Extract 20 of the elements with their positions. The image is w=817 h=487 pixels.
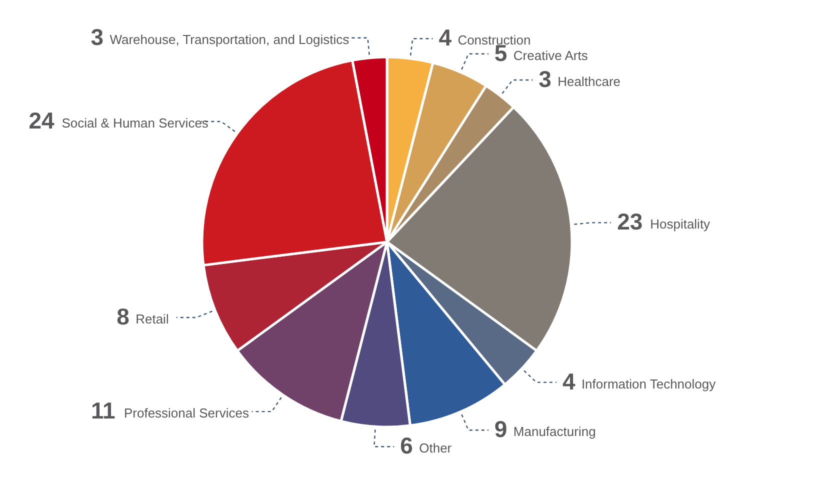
- data-label: 3: [538, 66, 552, 92]
- data-label: 6: [400, 432, 413, 459]
- slice-label: Social & Human Services: [62, 116, 209, 131]
- data-label: 4: [562, 368, 576, 394]
- slice-label: Other: [419, 440, 452, 456]
- slice-label: Creative Arts: [513, 48, 588, 63]
- slice-label: Healthcare: [558, 74, 621, 90]
- slice-label: Professional Services: [124, 406, 250, 421]
- slice-label: Warehouse, Transportation, and Logistics: [110, 32, 350, 47]
- slice-label: Hospitality: [650, 216, 711, 232]
- data-label: 9: [494, 416, 508, 442]
- slice-label: Retail: [136, 311, 169, 326]
- data-label: 23: [617, 208, 643, 235]
- data-label: 4: [438, 24, 452, 51]
- data-label: 24: [28, 108, 55, 134]
- slice-label: Manufacturing: [513, 424, 596, 440]
- data-label: 3: [90, 24, 104, 50]
- slice-label: Information Technology: [581, 376, 716, 392]
- data-label: 11: [90, 398, 116, 424]
- data-label: 8: [116, 303, 130, 330]
